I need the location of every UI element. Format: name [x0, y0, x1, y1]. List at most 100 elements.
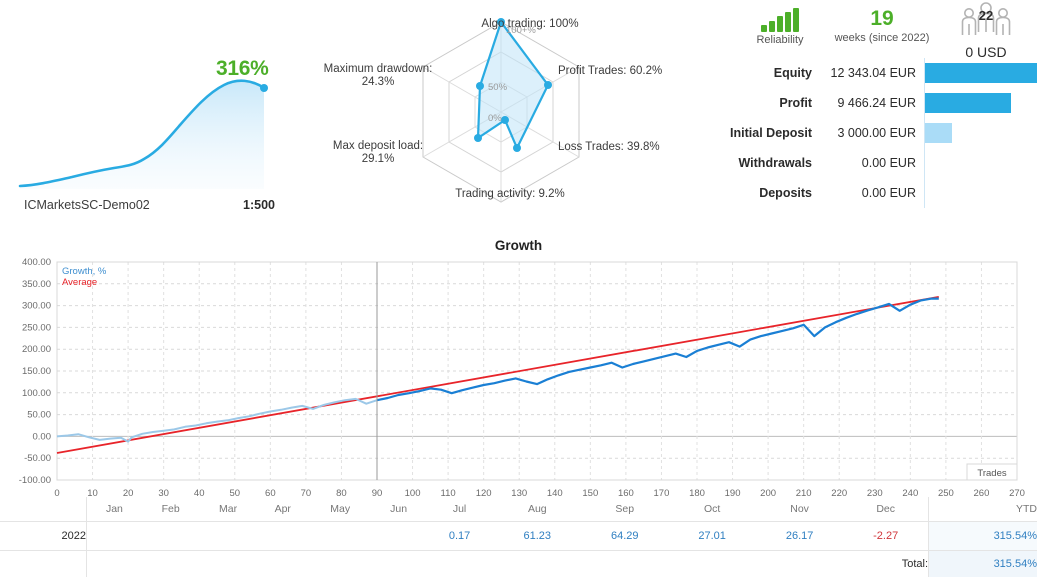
x-tick-130: 130	[511, 488, 527, 499]
th-jul: Jul	[452, 503, 467, 515]
legend-item-growth: Growth, %	[62, 266, 107, 277]
sparkline-path	[18, 79, 266, 188]
stat-row-equity: Equity 12 343.04 EUR	[712, 58, 1037, 88]
th-ytd: YTD	[928, 497, 1037, 522]
radar-label-profit-trades: Profit Trades: 60.2%	[558, 65, 663, 77]
total-value: 315.54%	[928, 550, 1037, 577]
cell-dec: -2.27	[843, 521, 929, 551]
cell-oct: 27.01	[668, 521, 756, 551]
stat-bar-track-withdrawals	[924, 148, 1037, 178]
cell-feb	[141, 521, 200, 551]
stat-value-equity: 12 343.04 EUR	[830, 66, 916, 80]
cell-jul: 0.17	[425, 521, 494, 551]
radar-label-loss-trades: Loss Trades: 39.8%	[558, 141, 660, 153]
x-tick-160: 160	[618, 488, 634, 499]
radar-scale-inner: 0%	[488, 113, 502, 124]
y-tick-10: -100.00	[19, 475, 51, 486]
growth-chart-plot[interactable]: 400.00350.00300.00250.00200.00150.00100.…	[0, 254, 1037, 500]
stat-label-deposits: Deposits	[759, 186, 812, 200]
th-jun: Jun	[390, 503, 408, 515]
th-nov: Nov	[790, 503, 809, 515]
th-oct: Oct	[703, 503, 721, 515]
legend-item-average: Average	[62, 277, 97, 288]
th-may: May	[330, 503, 351, 515]
reliability-bars-icon	[732, 8, 828, 32]
cell-aug: 61.23	[493, 521, 581, 551]
broker-name: ICMarketsSC-Demo02	[24, 198, 150, 212]
x-tick-170: 170	[654, 488, 670, 499]
leverage-value: 1:500	[243, 198, 275, 212]
monthly-returns-table: Jan Feb Mar Apr May Jun Jul Aug Sep Oct …	[0, 497, 1037, 577]
radar-point-algo	[497, 18, 505, 26]
radar-point-drawdown	[476, 82, 484, 90]
stat-value-deposits: 0.00 EUR	[861, 186, 916, 200]
y-tick-2: 300.00	[22, 301, 51, 312]
radar-label-maximum-drawdown: Maximum drawdown: 24.3%	[314, 63, 442, 89]
trades-axis-label: Trades	[977, 468, 1006, 479]
th-sep: Sep	[615, 503, 635, 515]
stat-label-withdrawals: Withdrawals	[738, 156, 812, 170]
subscribers-indicator: 22 0 USD	[940, 2, 1032, 60]
growth-sparkline-card[interactable]: 316% ICMarketsSC-Demo02 1:500	[0, 0, 310, 228]
stat-label-initial-deposit: Initial Deposit	[730, 126, 812, 140]
x-tick-190: 190	[725, 488, 741, 499]
x-tick-140: 140	[547, 488, 563, 499]
performance-radar-card: 100+% 50% 0% Algo trading: 100% Profit T…	[318, 0, 708, 228]
x-tick-250: 250	[938, 488, 954, 499]
growth-line-series-unverified	[56, 397, 378, 443]
th-apr: Apr	[274, 503, 291, 515]
th-mar: Mar	[219, 503, 238, 515]
x-tick-90: 90	[372, 488, 383, 499]
reliability-label: Reliability	[756, 34, 804, 46]
stat-row-profit: Profit 9 466.24 EUR	[712, 88, 1037, 118]
radar-point-deposit-load	[474, 134, 482, 142]
reliability-indicator: Reliability	[732, 8, 828, 46]
radar-chart: 100+% 50% 0%	[422, 18, 580, 203]
sparkline-chart	[18, 79, 268, 189]
table-row: 2022 0.17 61.23 64.29 27.01 26.17 -2.27 …	[0, 521, 1037, 551]
radar-label-maximum-drawdown-title: Maximum drawdown:	[323, 63, 433, 75]
x-tick-230: 230	[867, 488, 883, 499]
x-tick-20: 20	[123, 488, 134, 499]
radar-label-max-deposit-load-title: Max deposit load:	[332, 140, 424, 152]
total-label: Total:	[901, 558, 928, 570]
x-tick-50: 50	[229, 488, 240, 499]
x-tick-30: 30	[158, 488, 169, 499]
radar-scale-outer: 100+%	[506, 25, 536, 36]
growth-percent-value: 316%	[216, 57, 269, 80]
subscribers-people-icon: 22	[961, 2, 1011, 35]
y-tick-7: 50.00	[27, 410, 51, 421]
x-tick-220: 220	[831, 488, 847, 499]
th-jan: Jan	[85, 497, 142, 522]
stat-value-initial-deposit: 3 000.00 EUR	[837, 126, 916, 140]
stat-bar-track-profit	[924, 88, 1037, 118]
cell-jan	[85, 521, 142, 551]
y-tick-8: 0.00	[33, 431, 52, 442]
stat-bar-track-deposits	[924, 178, 1037, 208]
y-tick-4: 200.00	[22, 344, 51, 355]
x-tick-80: 80	[336, 488, 347, 499]
stat-bar-profit	[925, 93, 1012, 113]
financial-summary-list: Equity 12 343.04 EUR Profit 9 466.24 EUR…	[712, 58, 1037, 208]
radar-scale-mid: 50%	[488, 82, 508, 93]
th-year	[0, 497, 87, 522]
stat-value-withdrawals: 0.00 EUR	[861, 156, 916, 170]
cell-mar	[199, 521, 257, 551]
growth-chart-title: Growth	[494, 238, 543, 253]
subscription-price: 0 USD	[965, 44, 1007, 60]
stat-bar-equity	[925, 63, 1037, 83]
account-stats-card: Reliability 19 weeks (since 2022) 22	[712, 0, 1037, 228]
stat-row-deposits: Deposits 0.00 EUR	[712, 178, 1037, 208]
radar-label-trading-activity: Trading activity: 9.2%	[455, 188, 565, 200]
radar-label-max-deposit-load: Max deposit load: 29.1%	[314, 140, 442, 166]
cell-year: 2022	[0, 521, 87, 551]
x-tick-60: 60	[265, 488, 276, 499]
weeks-label: weeks (since 2022)	[834, 32, 930, 44]
radar-label-maximum-drawdown-value: 24.3%	[361, 76, 395, 88]
subscribers-count: 22	[979, 8, 993, 23]
x-tick-40: 40	[194, 488, 205, 499]
chart-x-axis-ticks: 0 10 20 30 40 50 60 70 80 90 100 110 120 130 140 150 160…	[54, 488, 1025, 499]
th-aug: Aug	[527, 503, 547, 515]
x-tick-10: 10	[87, 488, 98, 499]
growth-chart-card[interactable]: Growth 400.00 350.00 300.00 250.00 200.00 150…	[0, 232, 1037, 500]
